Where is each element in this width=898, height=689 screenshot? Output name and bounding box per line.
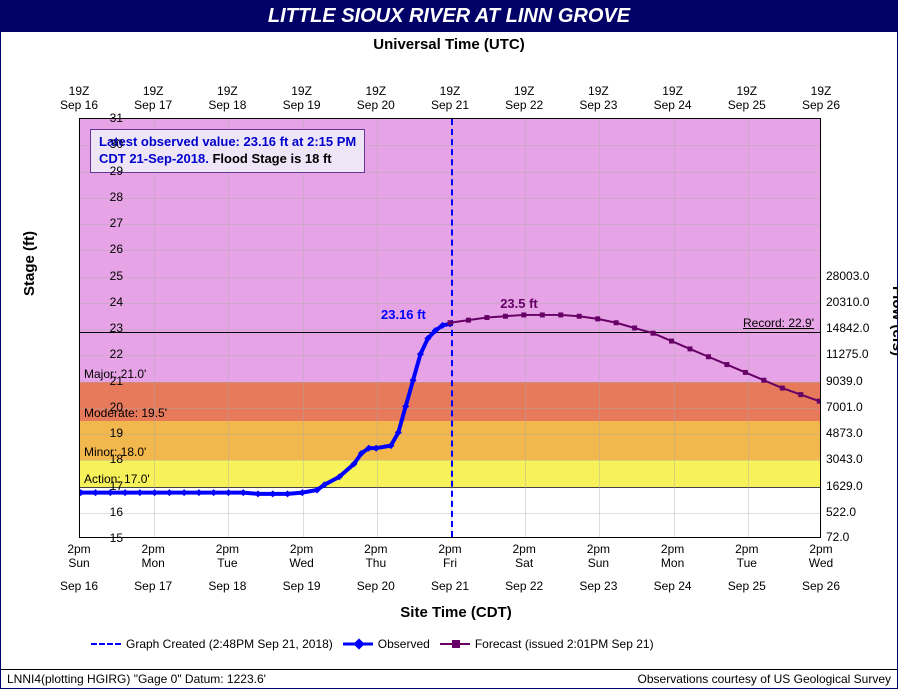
x-tick-bottom: 2pmFriSep 21 — [431, 542, 469, 593]
x-tick-top: 19ZSep 16 — [60, 84, 98, 113]
plot-area: NOAA NATIONAL OCEANIC AND ATMOSPHERIC AD… — [79, 118, 821, 538]
y-tick: 29 — [83, 164, 123, 178]
y2-tick: 14842.0 — [826, 321, 896, 335]
x-tick-bottom: 2pmSunSep 23 — [579, 542, 617, 593]
legend-created: Graph Created (2:48PM Sep 21, 2018) — [91, 637, 333, 651]
data-series — [80, 119, 820, 537]
x-tick-bottom: 2pmMonSep 24 — [654, 542, 692, 593]
x-tick-bottom: 2pmSunSep 16 — [60, 542, 98, 593]
x-tick-top: 19ZSep 18 — [208, 84, 246, 113]
y-axis-label: Stage (ft) — [21, 231, 38, 296]
top-axis-title: Universal Time (UTC) — [1, 36, 897, 53]
footer-left: LNNI4(plotting HGIRG) "Gage 0" Datum: 12… — [7, 672, 266, 686]
legend-created-swatch — [91, 643, 121, 645]
y-tick: 25 — [83, 269, 123, 283]
x-tick-top: 19ZSep 22 — [505, 84, 543, 113]
y-tick: 18 — [83, 452, 123, 466]
chart-wrap: 19ZSep 16 19ZSep 17 19ZSep 18 19ZSep 19 19ZS… — [61, 56, 851, 611]
y-tick: 21 — [83, 374, 123, 388]
y-tick: 28 — [83, 190, 123, 204]
hydrograph-container: LITTLE SIOUX RIVER AT LINN GROVE Univers… — [0, 0, 898, 689]
observed-peak-label: 23.16 ft — [381, 307, 426, 322]
chart-title: LITTLE SIOUX RIVER AT LINN GROVE — [1, 1, 897, 32]
x-tick-bottom: 2pmTueSep 25 — [728, 542, 766, 593]
y-tick: 27 — [83, 216, 123, 230]
y-tick: 23 — [83, 321, 123, 335]
footer-right: Observations courtesy of US Geological S… — [638, 672, 891, 686]
x-tick-bottom: 2pmSatSep 22 — [505, 542, 543, 593]
y-tick: 30 — [83, 137, 123, 151]
x-tick-top: 19ZSep 24 — [654, 84, 692, 113]
x-tick-bottom: 2pmThuSep 20 — [357, 542, 395, 593]
y2-tick: 20310.0 — [826, 295, 896, 309]
info-box: Latest observed value: 23.16 ft at 2:15 … — [90, 129, 365, 173]
x-tick-top: 19ZSep 25 — [728, 84, 766, 113]
legend-forecast: Forecast (issued 2:01PM Sep 21) — [440, 637, 654, 651]
y-tick: 26 — [83, 242, 123, 256]
legend-forecast-swatch — [440, 638, 470, 650]
y2-tick: 3043.0 — [826, 452, 896, 466]
bottom-axis-title: Site Time (CDT) — [61, 604, 851, 621]
x-tick-top: 19ZSep 21 — [431, 84, 469, 113]
forecast-peak-label: 23.5 ft — [500, 296, 538, 311]
legend-created-label: Graph Created (2:48PM Sep 21, 2018) — [126, 637, 333, 651]
legend: Graph Created (2:48PM Sep 21, 2018) Obse… — [91, 637, 654, 651]
y-tick: 24 — [83, 295, 123, 309]
x-tick-top: 19ZSep 26 — [802, 84, 840, 113]
legend-observed-swatch — [343, 638, 373, 650]
y2-tick: 11275.0 — [826, 347, 896, 361]
y2-tick: 522.0 — [826, 505, 896, 519]
y2-tick: 28003.0 — [826, 269, 896, 283]
x-tick-bottom: 2pmWedSep 19 — [283, 542, 321, 593]
legend-observed: Observed — [343, 637, 430, 651]
x-tick-bottom: 2pmWedSep 26 — [802, 542, 840, 593]
footer: LNNI4(plotting HGIRG) "Gage 0" Datum: 12… — [1, 669, 897, 688]
y-tick: 20 — [83, 400, 123, 414]
x-tick-top: 19ZSep 17 — [134, 84, 172, 113]
legend-forecast-label: Forecast (issued 2:01PM Sep 21) — [475, 637, 654, 651]
info-line2: Flood Stage is 18 ft — [212, 151, 331, 166]
info-line1a: Latest observed value: 23.16 ft at 2:15 … — [99, 134, 356, 149]
x-tick-top: 19ZSep 19 — [283, 84, 321, 113]
y2-tick: 4873.0 — [826, 426, 896, 440]
y2-tick: 9039.0 — [826, 374, 896, 388]
y-tick: 17 — [83, 479, 123, 493]
x-tick-bottom: 2pmTueSep 18 — [208, 542, 246, 593]
y-tick: 31 — [83, 111, 123, 125]
x-tick-top: 19ZSep 20 — [357, 84, 395, 113]
y-tick: 19 — [83, 426, 123, 440]
y2-tick: 7001.0 — [826, 400, 896, 414]
y-tick: 16 — [83, 505, 123, 519]
record-label: Record: 22.9' — [743, 316, 814, 330]
y2-tick: 1629.0 — [826, 479, 896, 493]
x-tick-top: 19ZSep 23 — [579, 84, 617, 113]
x-tick-bottom: 2pmMonSep 17 — [134, 542, 172, 593]
y-tick: 22 — [83, 347, 123, 361]
legend-observed-label: Observed — [378, 637, 430, 651]
y2-axis-label: Flow (cfs) — [889, 286, 898, 356]
